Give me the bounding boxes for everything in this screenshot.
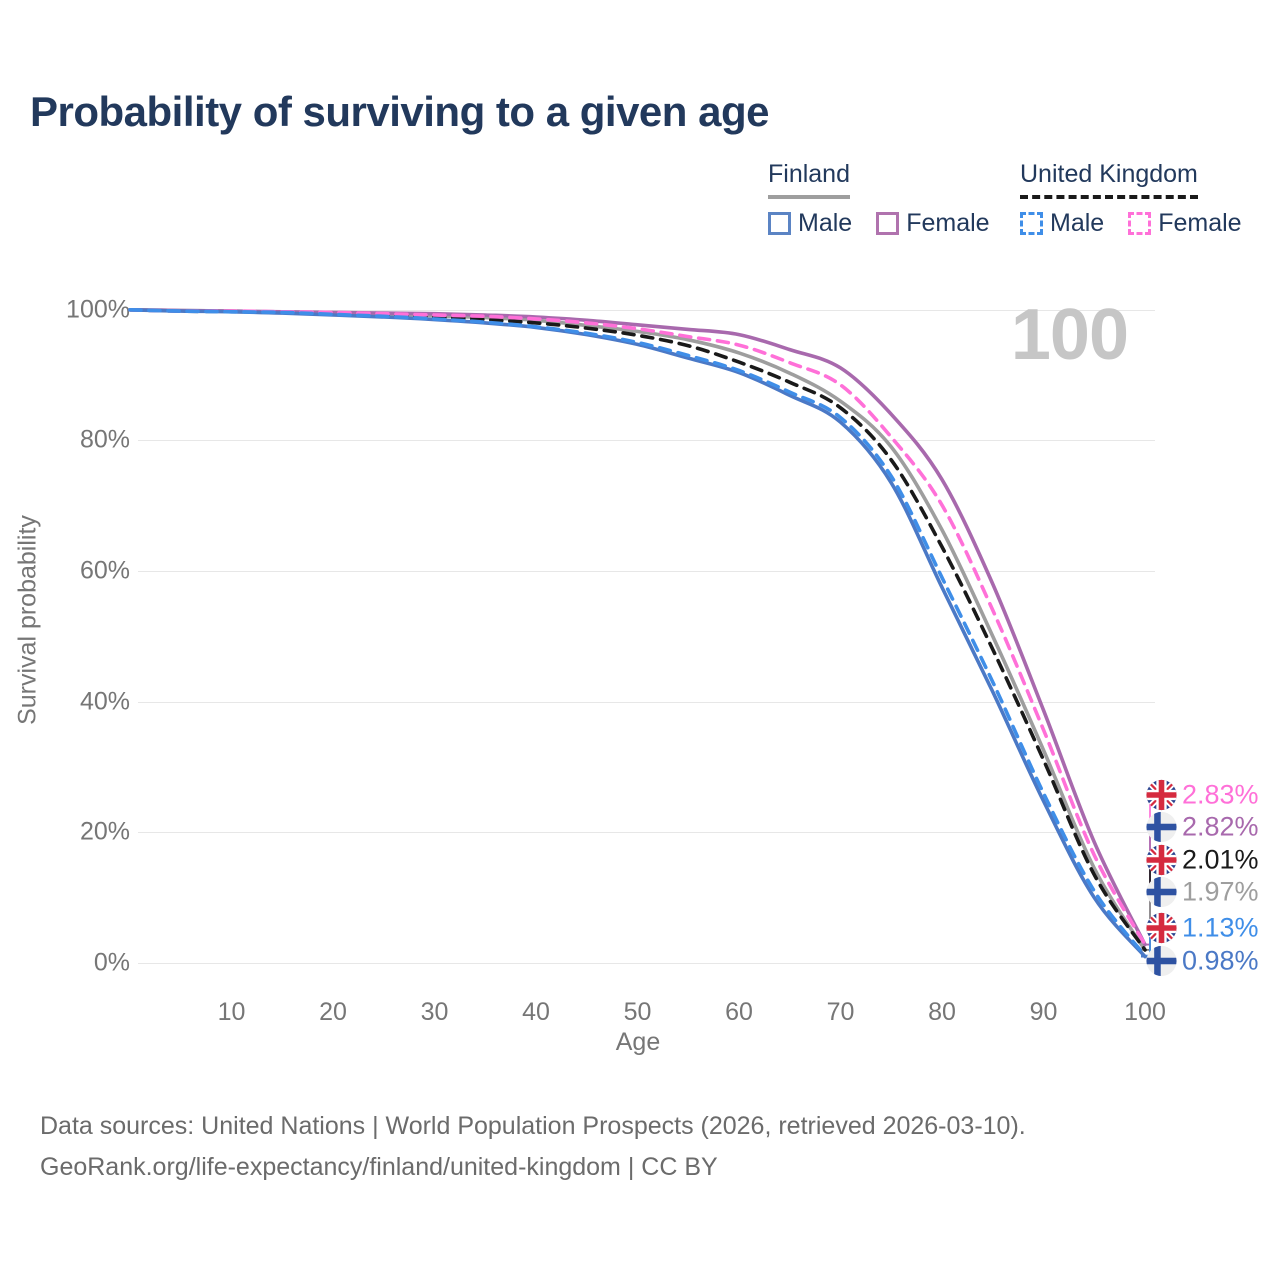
gridline (138, 701, 1155, 703)
finland-flag-icon (1146, 876, 1177, 908)
endpoint-label-uk-2: 2.01% (1146, 845, 1259, 876)
legend-item-uk-female[interactable]: Female (1128, 209, 1242, 238)
uk-flag-icon (1146, 844, 1177, 876)
gridline (138, 309, 1155, 311)
legend-group-united-kingdom-label[interactable]: United Kingdom (1020, 160, 1198, 199)
gridline (138, 963, 1155, 964)
x-tick-label: 40 (522, 998, 550, 1026)
finland-flag-icon (1146, 811, 1177, 843)
legend-item-label: Male (1050, 209, 1105, 237)
endpoint-value: 2.83% (1182, 779, 1259, 810)
curve-fi-female (128, 308, 1147, 947)
legend-group-united-kingdom: United Kingdom Male Female (1020, 160, 1242, 238)
endpoint-value: 0.98% (1182, 945, 1259, 976)
endpoint-label-uk-4: 1.13% (1146, 913, 1259, 944)
legend-item-label: Female (1158, 209, 1242, 237)
y-axis-label: Survival probability (13, 515, 42, 725)
gridline (138, 832, 1155, 834)
attribution-link[interactable]: GeoRank.org/life-expectancy/finland/unit… (40, 1152, 718, 1181)
curve-uk-male (128, 308, 1147, 958)
uk-male-swatch-icon (1020, 212, 1043, 235)
footer: Data sources: United Nations | World Pop… (40, 1106, 1026, 1187)
endpoint-value: 2.82% (1182, 811, 1259, 842)
endpoint-label-fi-3: 1.97% (1146, 877, 1259, 908)
legend-item-uk-male[interactable]: Male (1020, 209, 1104, 238)
legend-item-label: Female (906, 209, 990, 237)
uk-flag-icon (1146, 912, 1177, 944)
x-tick-label: 20 (319, 998, 347, 1026)
y-tick-label: 60% (79, 556, 130, 585)
curve-fi-male (128, 308, 1147, 959)
x-tick-label: 50 (623, 998, 652, 1026)
x-tick-label: 70 (826, 998, 855, 1026)
data-sources-text: Data sources: United Nations | World Pop… (40, 1112, 1026, 1140)
x-tick-label: 10 (217, 998, 246, 1026)
x-axis-label: Age (615, 1028, 661, 1056)
endpoint-value: 1.97% (1182, 876, 1259, 907)
y-tick-label: 0% (93, 948, 130, 977)
legend-item-label: Male (798, 209, 853, 237)
legend-group-finland-label[interactable]: Finland (768, 160, 850, 199)
gridline (138, 440, 1155, 442)
legend-item-finland-male[interactable]: Male (768, 209, 852, 238)
y-tick-label: 40% (79, 687, 130, 716)
y-tick-label: 100% (66, 295, 130, 324)
curve-fi-total (128, 308, 1147, 952)
y-tick-label: 20% (79, 817, 130, 846)
uk-female-swatch-icon (1128, 212, 1152, 235)
endpoint-value: 2.01% (1182, 844, 1259, 875)
finland-female-swatch-icon (876, 212, 900, 235)
endpoint-label-fi-5: 0.98% (1146, 946, 1259, 977)
curve-uk-female (128, 308, 1147, 947)
endpoint-label-uk-0: 2.83% (1146, 780, 1259, 811)
x-tick-label: 30 (420, 998, 449, 1026)
endpoint-value: 1.13% (1182, 912, 1259, 943)
uk-flag-icon (1146, 779, 1177, 811)
x-tick-label: 90 (1029, 998, 1058, 1026)
x-tick-label: 60 (725, 998, 753, 1026)
gridline (138, 571, 1155, 573)
y-tick-label: 80% (79, 425, 130, 454)
endpoint-label-fi-1: 2.82% (1146, 812, 1259, 843)
legend-group-finland: Finland Male Female (768, 160, 990, 238)
curve-uk-total (128, 308, 1147, 952)
finland-flag-icon (1146, 945, 1177, 977)
x-tick-label: 80 (928, 998, 956, 1026)
chart-title: Probability of surviving to a given age (30, 88, 769, 135)
age-watermark: 100 (1010, 295, 1129, 375)
finland-male-swatch-icon (768, 212, 791, 235)
legend-item-finland-female[interactable]: Female (876, 209, 990, 238)
x-tick-label: 100 (1124, 998, 1166, 1026)
